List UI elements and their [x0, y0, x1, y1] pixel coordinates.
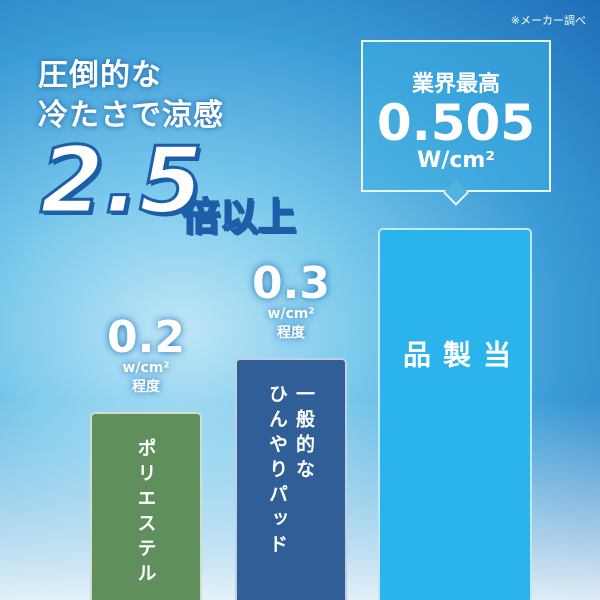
bar-label: 当 製 品: [399, 340, 512, 378]
callout-label: 業界最高: [411, 72, 500, 97]
value-label-n: 0.3: [252, 258, 330, 309]
callout-box: 業界最高 0.505 W/cm²: [361, 40, 551, 192]
value-label-u: w/cm²: [122, 360, 170, 376]
bar-0: ポリエステル: [90, 412, 202, 600]
multiplier: 2.5: [39, 127, 205, 234]
source-note: ※メーカー調べ: [510, 14, 586, 27]
bar-label: ポリエステル: [134, 438, 157, 588]
value-label-d: 程度: [277, 325, 305, 341]
bar-2: 当 製 品: [378, 228, 532, 600]
multiplier-suffix: 倍以上: [181, 194, 297, 240]
value-label-u: w/cm²: [267, 306, 315, 322]
bar-label: 一般的な ひんやりパッド: [266, 384, 315, 559]
headline-line1: 圧倒的な: [38, 58, 162, 93]
bar-1: 一般的な ひんやりパッド: [235, 358, 347, 600]
value-label-d: 程度: [132, 379, 160, 395]
callout-value: 0.505: [376, 94, 536, 152]
value-label-n: 0.2: [107, 312, 185, 363]
headline-line2: 冷たさで涼感: [38, 98, 224, 133]
value-label: 0.3 w/cm² 程度: [235, 262, 347, 342]
value-label: 0.2 w/cm² 程度: [90, 316, 202, 396]
callout-unit: W/cm²: [417, 148, 495, 173]
